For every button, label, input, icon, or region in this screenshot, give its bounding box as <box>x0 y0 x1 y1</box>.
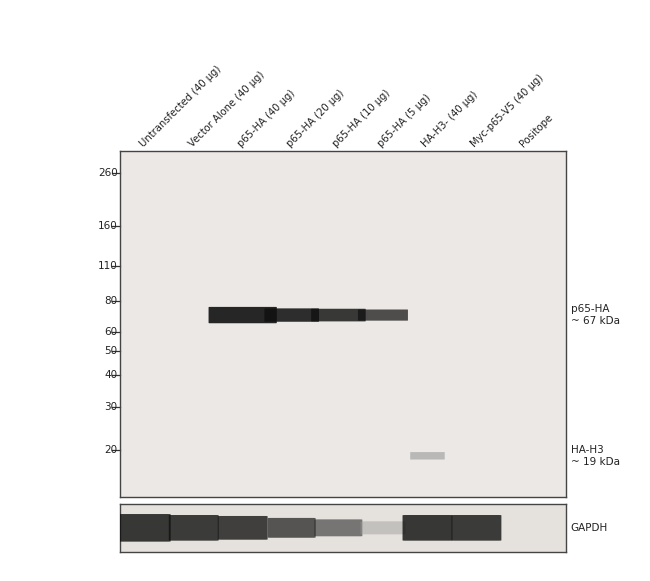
Text: HA-H3
~ 19 kDa: HA-H3 ~ 19 kDa <box>571 445 619 467</box>
Text: 60: 60 <box>105 327 118 337</box>
Text: GAPDH: GAPDH <box>571 523 608 533</box>
FancyBboxPatch shape <box>410 452 445 460</box>
Text: 50: 50 <box>105 346 118 356</box>
Text: Vector Alone (40 μg): Vector Alone (40 μg) <box>187 70 266 149</box>
Text: 260: 260 <box>98 168 118 178</box>
FancyBboxPatch shape <box>169 515 218 541</box>
FancyBboxPatch shape <box>402 515 452 541</box>
FancyBboxPatch shape <box>209 307 277 323</box>
FancyBboxPatch shape <box>452 515 501 541</box>
Text: 20: 20 <box>105 445 118 456</box>
Text: 160: 160 <box>98 221 118 231</box>
Text: Untransfected (40 μg): Untransfected (40 μg) <box>138 64 223 149</box>
Text: Myc-p65-V5 (40 μg): Myc-p65-V5 (40 μg) <box>469 73 546 149</box>
Text: p65-HA (40 μg): p65-HA (40 μg) <box>235 88 296 149</box>
Text: p65-HA (20 μg): p65-HA (20 μg) <box>285 88 346 149</box>
Text: p65-HA (5 μg): p65-HA (5 μg) <box>376 92 432 149</box>
Text: p65-HA (10 μg): p65-HA (10 μg) <box>332 88 393 149</box>
Text: Positope: Positope <box>518 113 555 149</box>
FancyBboxPatch shape <box>119 514 171 541</box>
Text: 40: 40 <box>105 371 118 381</box>
FancyBboxPatch shape <box>268 518 316 538</box>
FancyBboxPatch shape <box>218 516 268 540</box>
FancyBboxPatch shape <box>361 521 406 535</box>
FancyBboxPatch shape <box>311 309 366 321</box>
Text: 80: 80 <box>105 296 118 306</box>
Text: HA-H3- (40 μg): HA-H3- (40 μg) <box>421 89 480 149</box>
FancyBboxPatch shape <box>315 519 362 536</box>
FancyBboxPatch shape <box>265 309 319 322</box>
Text: 110: 110 <box>98 261 118 271</box>
Text: 30: 30 <box>105 401 118 411</box>
Text: p65-HA
~ 67 kDa: p65-HA ~ 67 kDa <box>571 304 619 326</box>
FancyBboxPatch shape <box>358 310 408 321</box>
